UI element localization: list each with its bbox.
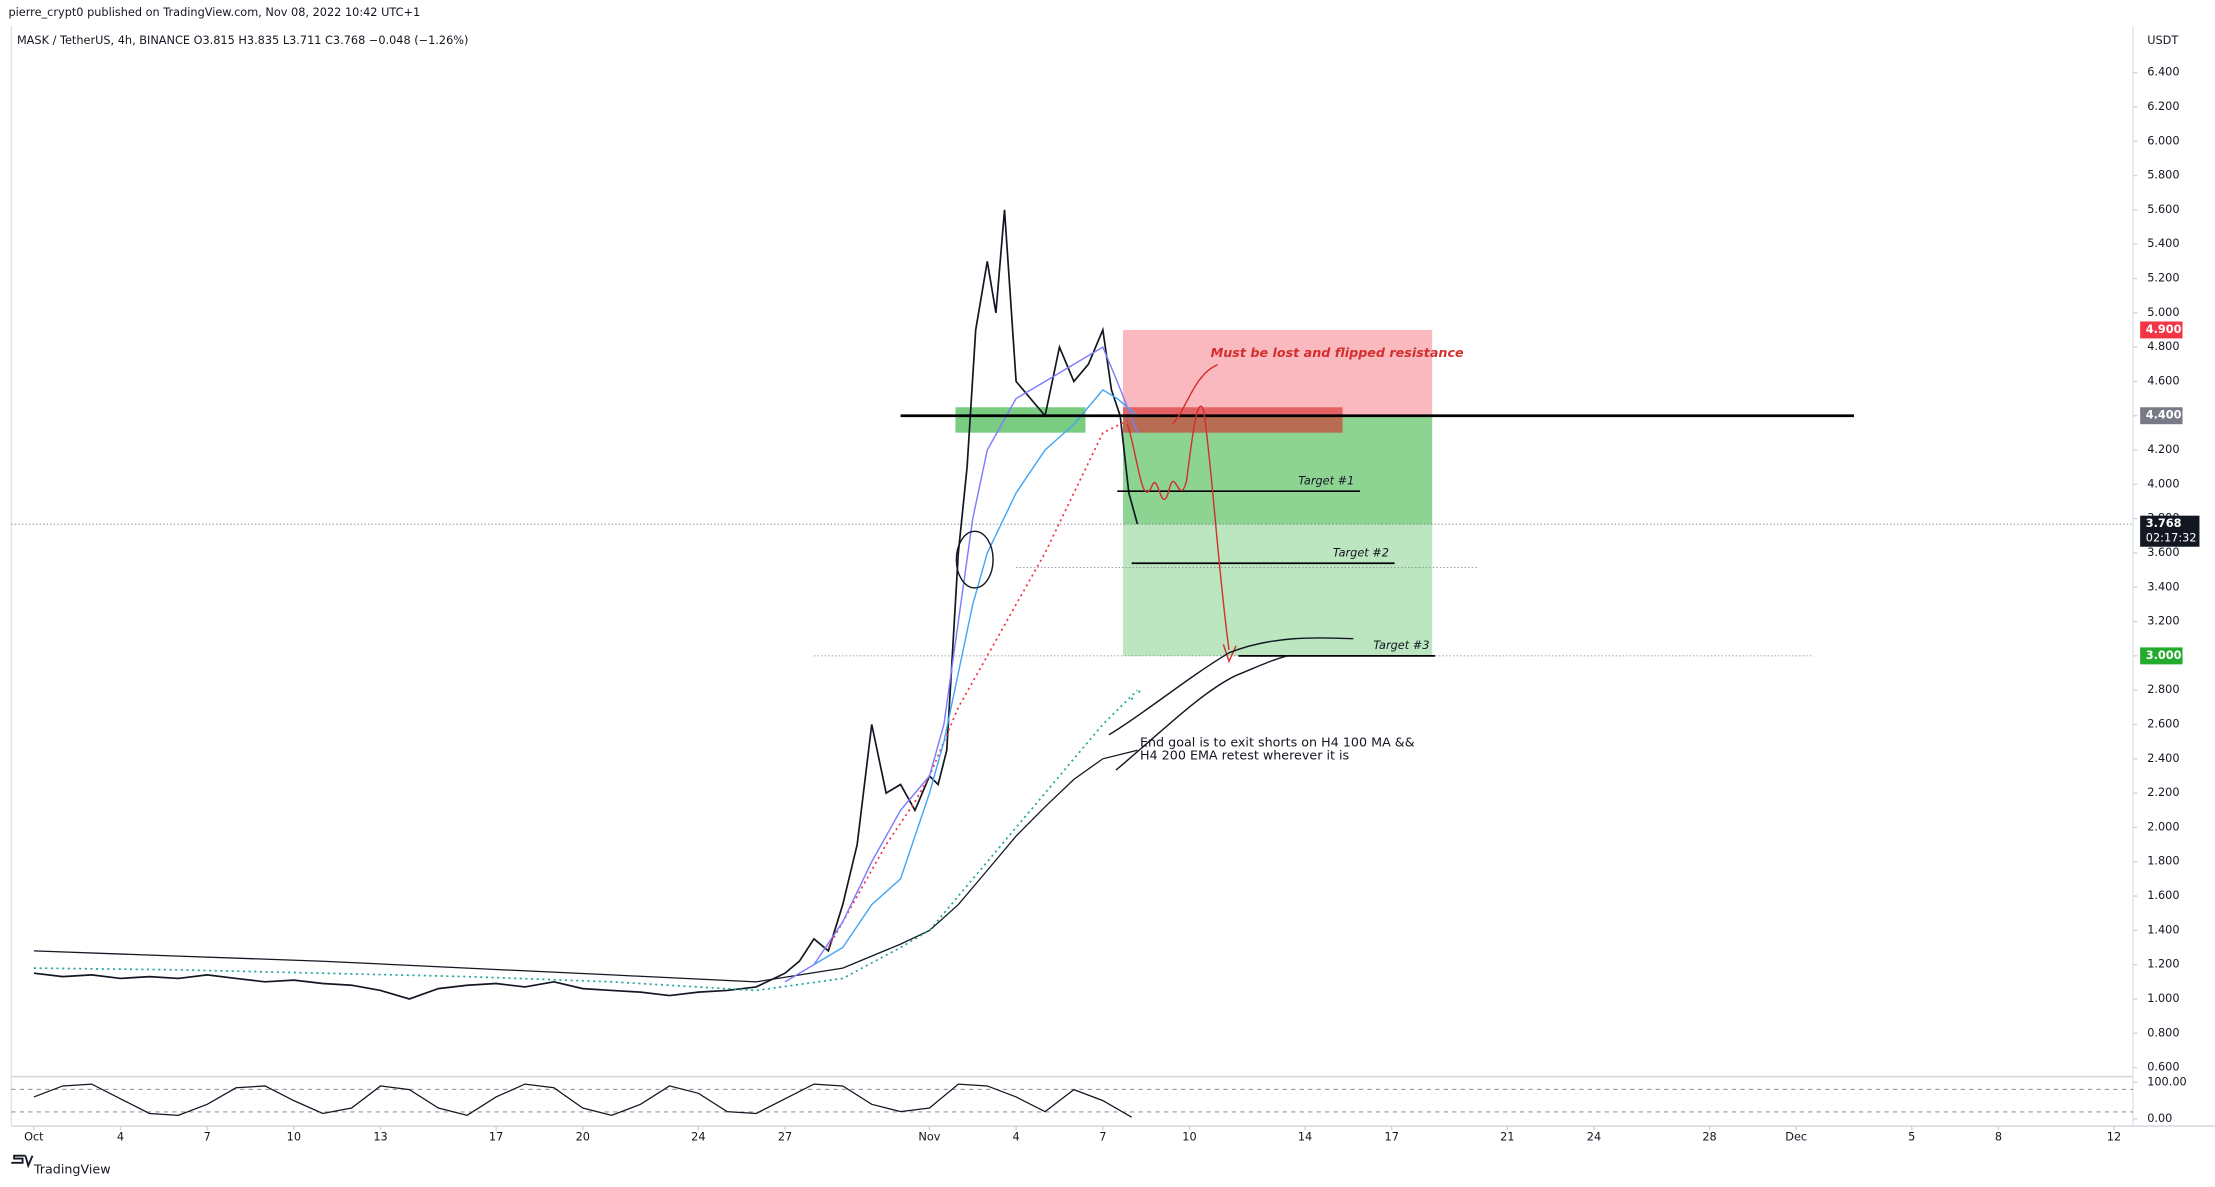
price-tag-label: 4.900 — [2146, 323, 2182, 336]
x-tick-label: 17 — [1385, 1130, 1399, 1143]
currency: USDT — [2147, 34, 2178, 47]
price-tag-label: 3.000 — [2146, 649, 2182, 662]
target-label: Target #2 — [1333, 546, 1389, 559]
y-tick-label: 1.200 — [2147, 958, 2179, 971]
price-tag-label: 3.768 — [2146, 517, 2182, 530]
published-text: pierre_crypt0 published on TradingView.c… — [8, 6, 420, 19]
callout-line — [1171, 364, 1218, 425]
brand: TradingView — [33, 1161, 111, 1176]
x-tick-label: 5 — [1908, 1130, 1915, 1143]
circle-drawing — [955, 530, 994, 589]
y-tick-label: 2.800 — [2147, 683, 2179, 696]
y-tick-label: 5.600 — [2147, 203, 2179, 216]
price-tag — [2140, 321, 2183, 339]
target-label: Target #1 — [1298, 474, 1354, 487]
y-tick-label: 4.000 — [2147, 477, 2179, 490]
x-tick-label: Dec — [1785, 1130, 1807, 1143]
countdown: 02:17:32 — [2146, 531, 2197, 544]
x-tick-label: 7 — [1099, 1130, 1106, 1143]
y-tick-label: 5.800 — [2147, 169, 2179, 182]
y-tick-label: 6.400 — [2147, 66, 2179, 79]
y-tick-label: 0.600 — [2147, 1061, 2179, 1074]
stop-zone — [1123, 329, 1433, 416]
x-tick-label: 10 — [1182, 1130, 1196, 1143]
y-tick-label: 0.800 — [2147, 1026, 2179, 1039]
y-tick-label: 6.000 — [2147, 134, 2179, 147]
price-tag — [2140, 407, 2183, 425]
osc-tick-label: 0.00 — [2147, 1112, 2172, 1125]
x-tick-label: 14 — [1298, 1130, 1312, 1143]
resistance-note: Must be lost and flipped resistance — [1211, 345, 1464, 360]
series-line — [784, 346, 1139, 983]
x-tick-label: 24 — [691, 1130, 705, 1143]
symbol-text: MASK / TetherUS, 4h, BINANCE O3.815 H3.8… — [17, 34, 468, 47]
oscillator-line — [33, 1083, 1132, 1118]
plot: 0.600 0.800 1.000 1.200 1.400 1.600 1.800 2.000… — [11, 66, 2200, 1143]
y-tick-label: 2.200 — [2147, 786, 2179, 799]
series-line — [33, 749, 1138, 983]
goal-note: End goal is to exit shorts on H4 100 MA … — [1140, 735, 1415, 750]
x-tick-label: 8 — [1995, 1130, 2002, 1143]
support-box — [955, 407, 1086, 433]
y-tick-label: 4.600 — [2147, 374, 2179, 387]
resistance-box — [1123, 407, 1343, 433]
x-tick-label: 12 — [2107, 1130, 2121, 1143]
x-tick-label: 13 — [373, 1130, 387, 1143]
y-tick-label: 3.200 — [2147, 615, 2179, 628]
y-tick-label: 1.600 — [2147, 889, 2179, 902]
y-tick-label: 4.800 — [2147, 340, 2179, 353]
profit-zone-filled — [1123, 415, 1433, 525]
x-tick-label: 20 — [576, 1130, 590, 1143]
x-tick-label: Oct — [24, 1130, 44, 1143]
y-tick-label: 3.400 — [2147, 580, 2179, 593]
brand-logo — [11, 1154, 34, 1169]
x-tick-label: 24 — [1587, 1130, 1601, 1143]
ema-projection — [1115, 654, 1289, 771]
series-line — [813, 389, 1138, 966]
y-tick-label: 5.200 — [2147, 271, 2179, 284]
y-tick-label: 1.800 — [2147, 855, 2179, 868]
goal-note: H4 200 EMA retest wherever it is — [1140, 747, 1349, 762]
x-tick-label: 27 — [778, 1130, 792, 1143]
price-tag — [2140, 515, 2200, 547]
target-label: Target #3 — [1373, 639, 1429, 652]
x-tick-label: 10 — [287, 1130, 301, 1143]
x-tick-label: 4 — [1013, 1130, 1020, 1143]
y-tick-label: 1.000 — [2147, 992, 2179, 1005]
x-tick-label: 21 — [1500, 1130, 1514, 1143]
x-tick-label: 17 — [489, 1130, 503, 1143]
series-line — [827, 415, 1138, 948]
price-tag — [2140, 647, 2183, 665]
x-tick-label: Nov — [918, 1130, 940, 1143]
y-tick-label: 4.200 — [2147, 443, 2179, 456]
profit-zone — [1123, 415, 1433, 656]
projection-path — [1126, 405, 1230, 651]
osc-tick-label: 100.00 — [2147, 1075, 2187, 1088]
x-tick-label: 4 — [117, 1130, 124, 1143]
x-tick-label: 7 — [204, 1130, 211, 1143]
y-tick-label: 2.000 — [2147, 820, 2179, 833]
y-tick-label: 6.200 — [2147, 100, 2179, 113]
y-tick-label: 5.400 — [2147, 237, 2179, 250]
y-tick-label: 3.600 — [2147, 546, 2179, 559]
y-tick-label: 5.000 — [2147, 306, 2179, 319]
y-tick-label: 1.400 — [2147, 923, 2179, 936]
x-tick-label: 28 — [1702, 1130, 1716, 1143]
y-tick-label: 2.400 — [2147, 752, 2179, 765]
ma-projection — [1108, 637, 1354, 736]
y-tick-label: 2.600 — [2147, 718, 2179, 731]
price-tag-label: 4.400 — [2146, 409, 2182, 422]
series-line — [33, 209, 1139, 1000]
